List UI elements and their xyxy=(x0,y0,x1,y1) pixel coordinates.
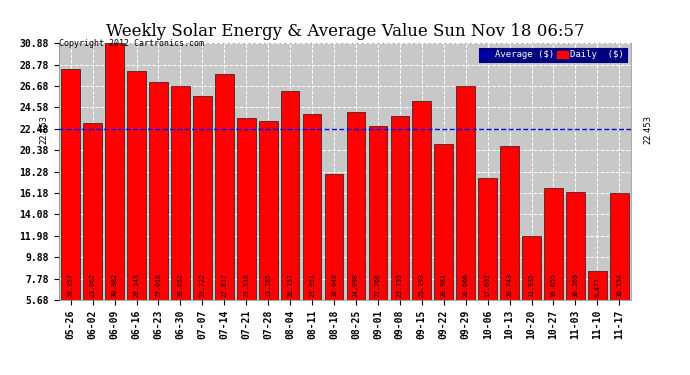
Text: 25.193: 25.193 xyxy=(419,273,425,297)
Bar xyxy=(610,193,629,300)
Bar xyxy=(237,118,255,300)
Text: 23.518: 23.518 xyxy=(244,273,249,297)
Bar xyxy=(127,71,146,300)
Bar xyxy=(193,96,212,300)
Bar xyxy=(149,82,168,300)
Text: 17.692: 17.692 xyxy=(484,273,491,297)
Bar xyxy=(500,147,519,300)
Text: 16.655: 16.655 xyxy=(551,273,556,297)
Text: 27.817: 27.817 xyxy=(221,273,227,297)
Text: 20.743: 20.743 xyxy=(506,273,513,297)
Text: 16.154: 16.154 xyxy=(616,273,622,297)
Text: 20.981: 20.981 xyxy=(441,273,446,297)
Text: Copyright 2012 Cartronics.com: Copyright 2012 Cartronics.com xyxy=(59,39,204,48)
Text: 23.951: 23.951 xyxy=(309,273,315,297)
Bar xyxy=(544,188,563,300)
Legend: Average ($), Daily  ($): Average ($), Daily ($) xyxy=(479,48,627,62)
Bar xyxy=(566,192,584,300)
Bar xyxy=(259,120,277,300)
Text: 16.269: 16.269 xyxy=(573,273,578,297)
Bar xyxy=(281,91,299,300)
Text: 25.722: 25.722 xyxy=(199,273,206,297)
Bar xyxy=(456,86,475,300)
Bar xyxy=(522,236,541,300)
Bar xyxy=(83,123,102,300)
Text: 27.018: 27.018 xyxy=(155,273,161,297)
Text: 28.143: 28.143 xyxy=(134,273,139,297)
Bar xyxy=(303,114,322,300)
Title: Weekly Solar Energy & Average Value Sun Nov 18 06:57: Weekly Solar Energy & Average Value Sun … xyxy=(106,23,584,40)
Bar xyxy=(435,144,453,300)
Bar xyxy=(171,86,190,300)
Text: 22.453: 22.453 xyxy=(40,114,49,144)
Text: 18.049: 18.049 xyxy=(331,273,337,297)
Bar xyxy=(325,174,344,300)
Text: 26.157: 26.157 xyxy=(287,273,293,297)
Bar xyxy=(368,126,387,300)
Text: 24.098: 24.098 xyxy=(353,273,359,297)
Bar xyxy=(588,272,607,300)
Text: 28.357: 28.357 xyxy=(68,273,74,297)
Text: 26.666: 26.666 xyxy=(463,273,469,297)
Bar xyxy=(215,74,234,300)
Text: 8.477: 8.477 xyxy=(594,277,600,297)
Text: 22.768: 22.768 xyxy=(375,273,381,297)
Text: 26.652: 26.652 xyxy=(177,273,184,297)
Text: 23.062: 23.062 xyxy=(90,273,96,297)
Bar xyxy=(478,177,497,300)
Bar xyxy=(413,101,431,300)
Bar xyxy=(346,112,365,300)
Text: 11.935: 11.935 xyxy=(529,273,535,297)
Text: 23.733: 23.733 xyxy=(397,273,403,297)
Bar xyxy=(391,116,409,300)
Bar xyxy=(61,69,80,300)
Text: 23.285: 23.285 xyxy=(265,273,271,297)
Text: 22.453: 22.453 xyxy=(643,114,652,144)
Bar xyxy=(106,43,124,300)
Text: 30.882: 30.882 xyxy=(112,273,117,297)
